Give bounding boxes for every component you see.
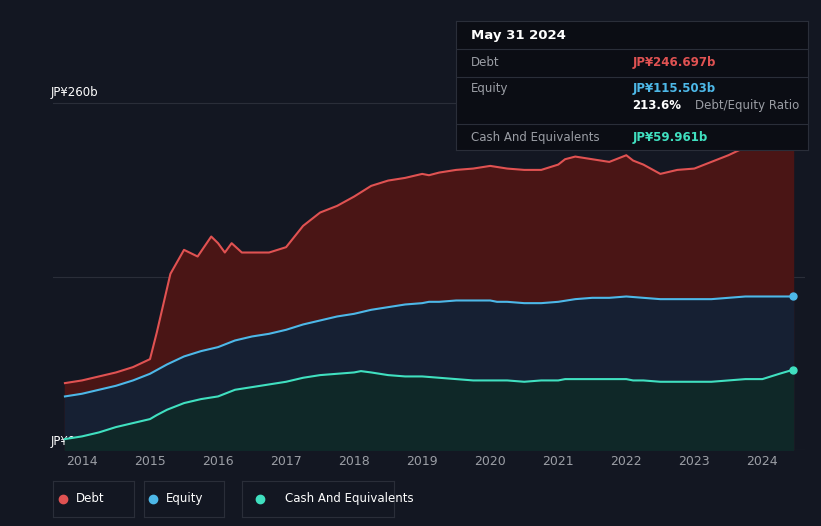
Text: Cash And Equivalents: Cash And Equivalents [285,492,413,505]
Text: Debt: Debt [470,56,499,69]
Text: Equity: Equity [470,82,508,95]
Text: JP¥246.697b: JP¥246.697b [632,56,716,69]
Text: Cash And Equivalents: Cash And Equivalents [470,130,599,144]
Text: May 31 2024: May 31 2024 [470,29,566,42]
Text: JP¥0: JP¥0 [51,434,76,448]
Text: Debt: Debt [76,492,104,505]
Text: JP¥115.503b: JP¥115.503b [632,82,715,95]
Text: JP¥260b: JP¥260b [51,86,99,99]
Text: Equity: Equity [166,492,204,505]
Text: 213.6%: 213.6% [632,99,681,112]
Text: JP¥59.961b: JP¥59.961b [632,130,708,144]
Text: Debt/Equity Ratio: Debt/Equity Ratio [695,99,800,112]
